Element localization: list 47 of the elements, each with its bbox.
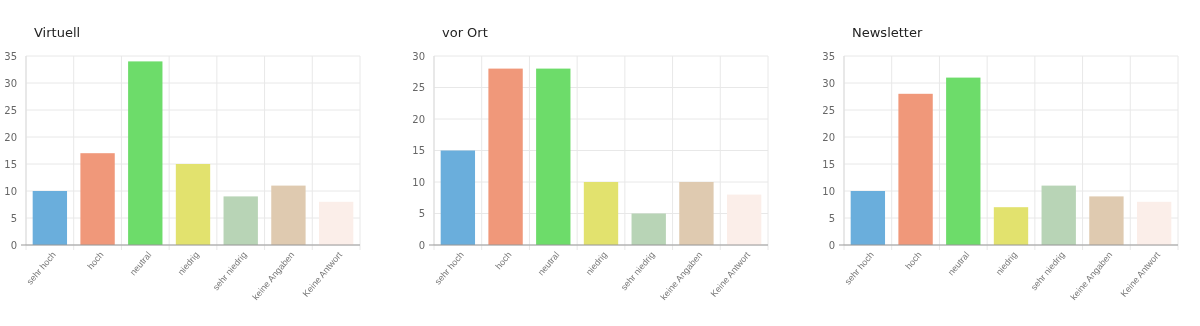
chart-title: Newsletter — [852, 25, 923, 40]
bar — [679, 182, 714, 245]
bar — [1136, 201, 1172, 245]
bar — [488, 68, 523, 245]
bar — [318, 201, 354, 245]
bar — [271, 185, 306, 245]
y-tick-label: 5 — [10, 212, 17, 224]
bar — [850, 191, 886, 245]
y-tick-label: 0 — [418, 239, 425, 251]
y-tick-label: 10 — [4, 185, 17, 197]
y-tick-label: 25 — [4, 104, 17, 116]
y-tick-label: 35 — [822, 50, 835, 62]
y-tick-label: 10 — [822, 185, 835, 197]
y-tick-label: 15 — [412, 145, 425, 156]
bar — [175, 164, 211, 245]
y-tick-label: 20 — [412, 113, 425, 125]
y-tick-label: 30 — [822, 77, 835, 89]
bar — [726, 194, 762, 245]
bar — [32, 191, 68, 245]
bar — [1089, 196, 1124, 245]
bar — [898, 93, 933, 245]
bar — [946, 77, 981, 245]
bar — [536, 68, 571, 245]
y-tick-label: 15 — [822, 158, 835, 170]
bar — [440, 150, 476, 245]
y-tick-label: 15 — [4, 158, 17, 170]
y-tick-label: 20 — [4, 131, 17, 143]
bar — [993, 207, 1029, 245]
bar — [1041, 185, 1076, 245]
bar — [128, 61, 163, 245]
bar — [223, 196, 258, 245]
bar — [631, 213, 666, 245]
y-tick-label: 5 — [828, 212, 835, 224]
y-tick-label: 30 — [412, 50, 425, 62]
y-tick-label: 35 — [4, 50, 17, 62]
bar — [80, 153, 115, 245]
chart-title: vor Ort — [442, 25, 488, 40]
y-tick-label: 5 — [418, 208, 425, 219]
y-tick-label: 25 — [412, 82, 425, 93]
y-tick-label: 0 — [10, 239, 17, 251]
bar — [583, 182, 619, 245]
y-tick-label: 20 — [822, 131, 835, 143]
y-tick-label: 30 — [4, 77, 17, 89]
chart-title: Virtuell — [34, 25, 81, 40]
y-tick-label: 0 — [828, 239, 835, 251]
y-tick-label: 25 — [822, 104, 835, 116]
y-tick-label: 10 — [412, 176, 425, 188]
